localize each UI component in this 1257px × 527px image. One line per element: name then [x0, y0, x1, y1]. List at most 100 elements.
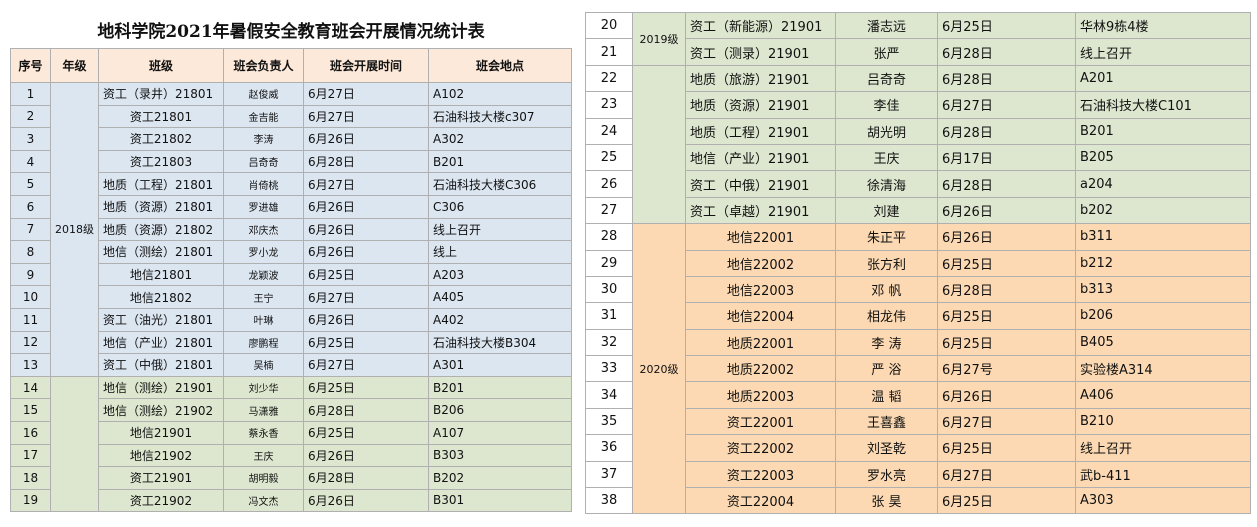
place-cell: 石油科技大楼c307	[428, 104, 572, 129]
class-cell: 地信22002	[685, 249, 836, 277]
leader-cell: 王庆	[223, 443, 304, 468]
time-cell: 6月26日	[937, 196, 1076, 225]
seq-cell: 5	[10, 172, 51, 196]
time-cell: 6月25日	[937, 302, 1076, 330]
time-cell: 6月27日	[303, 285, 429, 309]
seq-cell: 23	[585, 91, 633, 119]
table-row: 16 地信21901 蔡永香 6月25日 A107	[10, 420, 572, 445]
header-cell: 序号	[10, 48, 51, 83]
place-cell: A102	[428, 82, 572, 106]
leader-cell: 龙颖波	[223, 262, 304, 287]
table: 地科学院2021年暑假安全教育班会开展情况统计表 序号 年级 班级 班会负责人 班会开展时…	[10, 10, 572, 513]
seq-cell: 13	[10, 353, 51, 377]
title-row: 地科学院2021年暑假安全教育班会开展情况统计表	[10, 10, 572, 49]
time-cell: 6月25日	[937, 11, 1076, 40]
seq-cell: 25	[585, 143, 633, 172]
header-cell: 班会地点	[428, 48, 572, 83]
leader-cell: 王庆	[835, 143, 938, 172]
leader-cell: 李 涛	[835, 328, 938, 357]
time-cell: 6月27日	[303, 353, 429, 377]
leader-cell: 金吉能	[223, 104, 304, 129]
leader-cell: 王喜鑫	[835, 407, 938, 436]
place-cell: 石油科技大楼C101	[1075, 91, 1251, 119]
class-cell: 地信（测绘）21902	[98, 398, 224, 422]
header-cell: 班级	[98, 48, 224, 83]
class-cell: 地质（旅游）21901	[685, 64, 836, 93]
time-cell: 6月25日	[303, 262, 429, 287]
time-cell: 6月25日	[303, 375, 429, 400]
table-row: 7 地质（资源）21802 邓庆杰 6月26日 线上召开	[10, 217, 572, 242]
class-cell: 地质22001	[685, 328, 836, 357]
place-cell: b202	[1075, 196, 1251, 225]
time-cell: 6月27日	[937, 91, 1076, 119]
left-panel: 地科学院2021年暑假安全教育班会开展情况统计表 序号 年级 班级 班会负责人 班会开展时…	[10, 10, 572, 513]
seq-cell: 38	[585, 487, 633, 515]
class-cell: 资工（中俄）21901	[685, 170, 836, 198]
table-row: 37 资工22003 罗水亮 6月27日 武b-411	[585, 460, 1251, 489]
table-row: 19 资工21902 冯文杰 6月26日 B301	[10, 488, 572, 513]
time-cell: 6月26日	[937, 223, 1076, 251]
seq-cell: 2	[10, 104, 51, 129]
leader-cell: 马潇雅	[223, 398, 304, 422]
table-row: 22 地质（旅游）21901 吕奇奇 6月28日 A201	[585, 64, 1251, 225]
table-row: 38 资工22004 张 昊 6月25日 A303	[585, 487, 1251, 515]
table-row: 36 资工22002 刘圣乾 6月25日 线上召开	[585, 434, 1251, 462]
class-cell: 地信21802	[98, 285, 224, 309]
table-row: 15 地信（测绘）21902 马潇雅 6月28日 B206	[10, 398, 572, 422]
seq-cell: 1	[10, 82, 51, 106]
time-cell: 6月26日	[937, 381, 1076, 409]
table-row: 2 资工21801 金吉能 6月27日 石油科技大楼c307	[10, 104, 572, 129]
place-cell: a204	[1075, 170, 1251, 198]
class-cell: 资工（新能源）21901	[685, 11, 836, 40]
seq-cell: 9	[10, 262, 51, 287]
seq-cell: 31	[585, 302, 633, 330]
table-row: 23 地质（资源）21901 李佳 6月27日 石油科技大楼C101	[585, 91, 1251, 119]
table-row: 27 资工（卓越）21901 刘建 6月26日 b202	[585, 196, 1251, 225]
seq-cell: 20	[585, 11, 633, 40]
class-cell: 地信21902	[98, 443, 224, 468]
table-row: 35 资工22001 王喜鑫 6月27日 B210	[585, 407, 1251, 436]
table-row: 6 地质（资源）21801 罗进雄 6月26日 C306	[10, 194, 572, 219]
table-row: 31 地信22004 相龙伟 6月25日 b206	[585, 302, 1251, 330]
place-cell: A301	[428, 353, 572, 377]
leader-cell: 胡明毅	[223, 466, 304, 490]
place-cell: B205	[1075, 143, 1251, 172]
grade-cell: 2020级	[632, 223, 686, 515]
class-cell: 资工21901	[98, 466, 224, 490]
table-row: 21 资工（测录）21901 张严 6月28日 线上召开	[585, 38, 1251, 66]
seq-cell: 10	[10, 285, 51, 309]
time-cell: 6月26日	[303, 194, 429, 219]
class-cell: 地信22001	[685, 223, 836, 251]
time-cell: 6月25日	[937, 487, 1076, 515]
class-cell: 资工21802	[98, 127, 224, 151]
leader-cell: 李涛	[223, 127, 304, 151]
class-cell: 资工22004	[685, 487, 836, 515]
class-cell: 资工（中俄）21801	[98, 353, 224, 377]
grade-cell	[50, 375, 99, 513]
table-row: 17 地信21902 王庆 6月26日 B303	[10, 443, 572, 468]
leader-cell: 李佳	[835, 91, 938, 119]
place-cell: b206	[1075, 302, 1251, 330]
time-cell: 6月28日	[937, 64, 1076, 93]
class-cell: 地质（工程）21901	[685, 117, 836, 145]
time-cell: 6月26日	[303, 127, 429, 151]
place-cell: B201	[428, 149, 572, 174]
class-cell: 地信22004	[685, 302, 836, 330]
time-cell: 6月28日	[303, 149, 429, 174]
table-row: 10 地信21802 王宁 6月27日 A405	[10, 285, 572, 309]
time-cell: 6月27日	[303, 172, 429, 196]
class-cell: 地质22002	[685, 355, 836, 383]
place-cell: B210	[1075, 407, 1251, 436]
place-cell: 线上召开	[1075, 434, 1251, 462]
table-title: 地科学院2021年暑假安全教育班会开展情况统计表	[10, 10, 572, 49]
leader-cell: 刘建	[835, 196, 938, 225]
header-cell: 班会开展时间	[303, 48, 429, 83]
table-row: 32 地质22001 李 涛 6月25日 B405	[585, 328, 1251, 357]
class-cell: 地信21901	[98, 420, 224, 445]
leader-cell: 王宁	[223, 285, 304, 309]
seq-cell: 12	[10, 330, 51, 355]
header-row: 序号 年级 班级 班会负责人 班会开展时间 班会地点	[10, 48, 572, 83]
time-cell: 6月28日	[937, 38, 1076, 66]
leader-cell: 相龙伟	[835, 302, 938, 330]
place-cell: 石油科技大楼B304	[428, 330, 572, 355]
